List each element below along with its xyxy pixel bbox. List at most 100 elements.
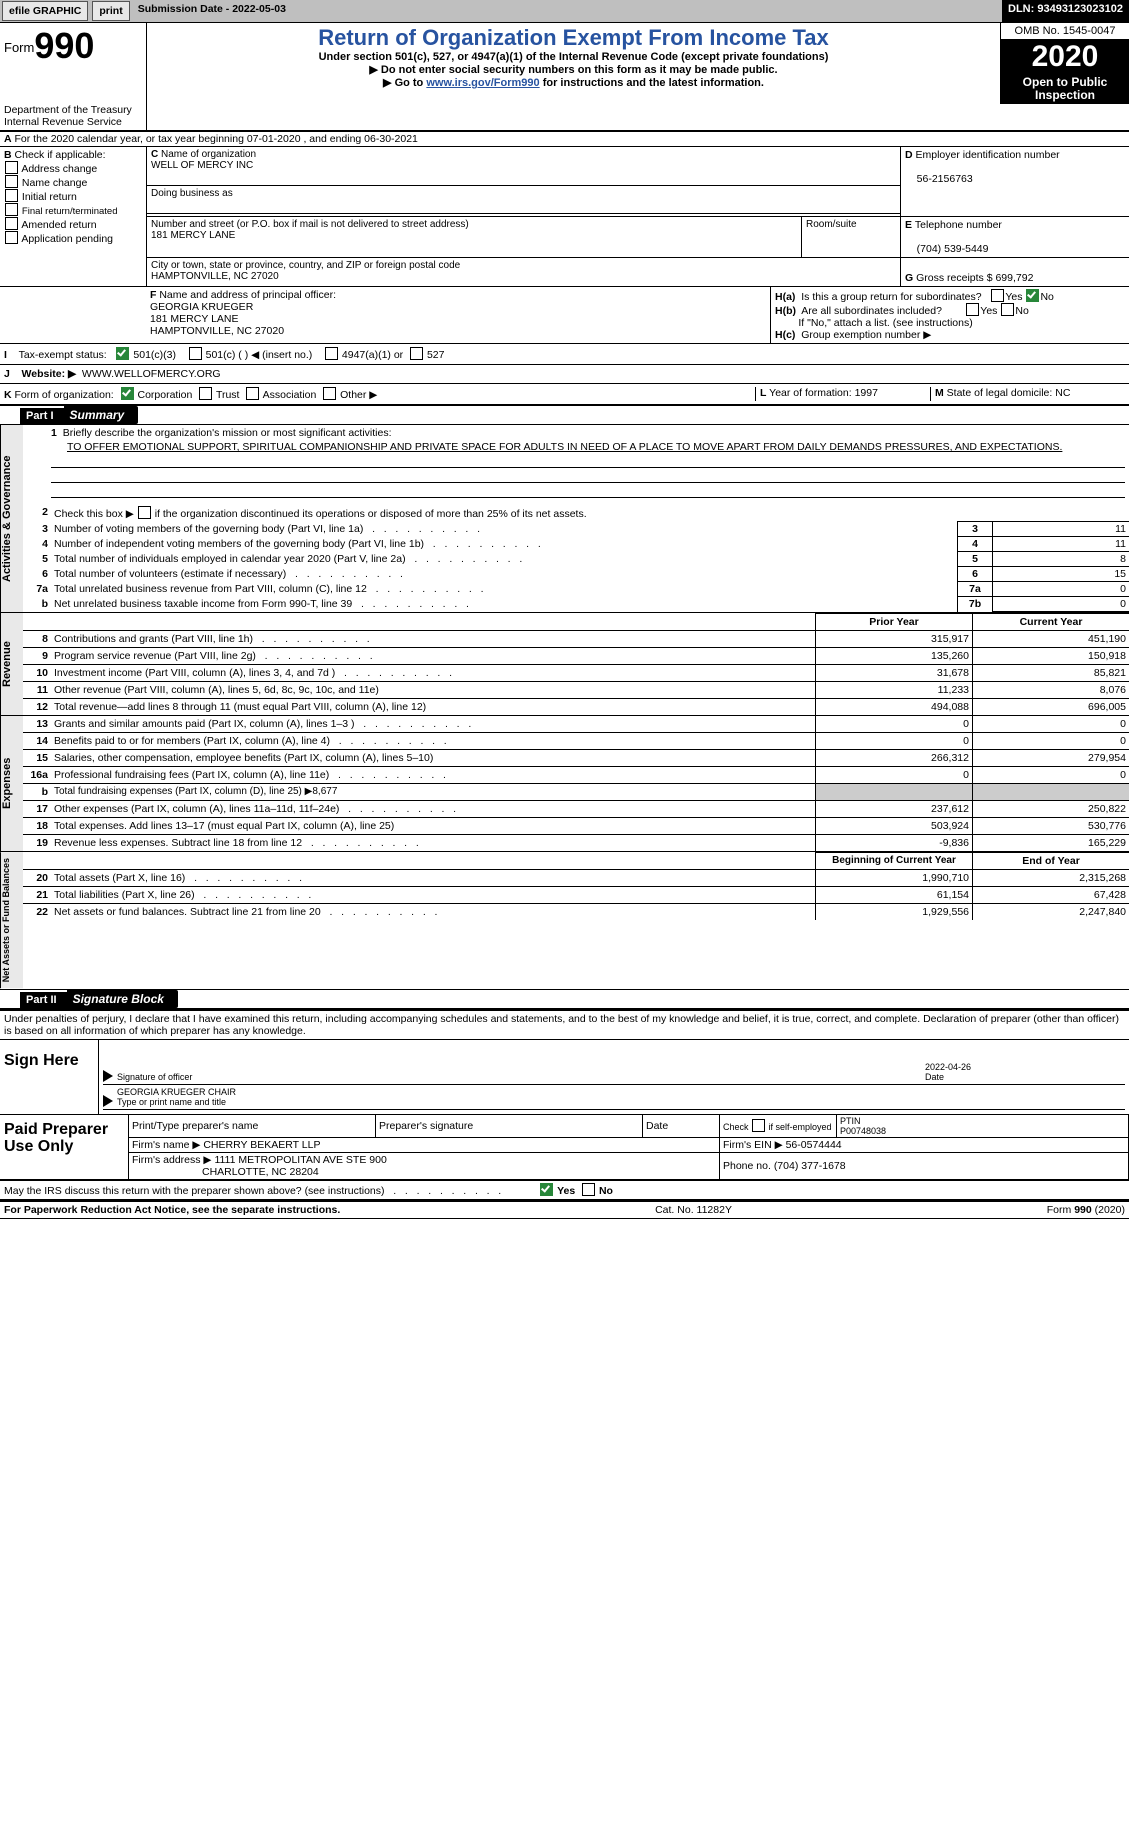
B-i4: Final return/terminated	[22, 206, 118, 217]
p1-13: Grants and similar amounts paid (Part IX…	[54, 718, 471, 730]
irs-link[interactable]: www.irs.gov/Form990	[426, 77, 539, 89]
cy-17: 250,822	[973, 801, 1129, 818]
line-A: A For the 2020 calendar year, or tax yea…	[0, 132, 1129, 147]
p1-20: Total assets (Part X, line 16)	[54, 872, 302, 884]
p1-11: Other revenue (Part VIII, column (A), li…	[54, 684, 379, 696]
G-label: Gross receipts $	[916, 272, 992, 284]
chk-4947[interactable]	[325, 347, 338, 360]
chk-name[interactable]	[5, 175, 18, 188]
dept-row: Department of the Treasury Internal Reve…	[0, 104, 1129, 132]
chk-amended[interactable]	[5, 217, 18, 230]
chk-self-employed[interactable]	[752, 1119, 765, 1132]
py-15: 266,312	[816, 750, 973, 767]
J-row: J Website: ▶ WWW.WELLOFMERCY.ORG	[0, 365, 1129, 384]
foot-right: Form 990 (2020)	[1047, 1204, 1125, 1216]
gross-cell: G Gross receipts $ 699,792	[901, 258, 1129, 286]
chk-Hb-no[interactable]	[1001, 303, 1014, 316]
cy-9: 150,918	[973, 648, 1129, 665]
form-label: Form	[4, 40, 34, 55]
py-12: 494,088	[816, 699, 973, 716]
print-button[interactable]: print	[92, 1, 129, 21]
cy-14: 0	[973, 733, 1129, 750]
chk-final[interactable]	[5, 203, 18, 216]
F-line2: 181 MERCY LANE	[150, 313, 239, 325]
line-A-text: For the 2020 calendar year, or tax year …	[15, 133, 418, 145]
block-BCDE: B Check if applicable: Address change Na…	[0, 147, 1129, 287]
discuss-row: May the IRS discuss this return with the…	[0, 1181, 1129, 1201]
p1-5: Total number of individuals employed in …	[54, 553, 522, 565]
L-label: Year of formation:	[769, 387, 852, 399]
boc-hdr: Beginning of Current Year	[816, 853, 973, 870]
FH-row: F Name and address of principal officer:…	[0, 287, 1129, 344]
p1-numtable: 2Check this box ▶ if the organization di…	[23, 505, 1129, 612]
arrow-icon	[103, 1095, 113, 1107]
sig-date-label: Date	[925, 1072, 944, 1082]
py-17: 237,612	[816, 801, 973, 818]
blank-line	[51, 454, 1125, 468]
goto-prefix: ▶ Go to	[383, 77, 426, 89]
py-9: 135,260	[816, 648, 973, 665]
sig-name: GEORGIA KRUEGER CHAIR	[117, 1087, 236, 1097]
chk-discuss-yes[interactable]	[540, 1183, 553, 1196]
omb-number: OMB No. 1545-0047	[1001, 23, 1129, 40]
sig-date-val: 2022-04-26	[925, 1062, 971, 1072]
Ha-text: Is this a group return for subordinates?	[801, 291, 981, 303]
cy-21: 67,428	[973, 887, 1129, 904]
chk-initial[interactable]	[5, 189, 18, 202]
tax-year: 2020	[1001, 40, 1129, 74]
p1-v7a: 0	[993, 582, 1129, 597]
I-c: 4947(a)(1) or	[342, 349, 403, 361]
netassets-table: Beginning of Current YearEnd of Year 20T…	[23, 852, 1129, 920]
form-page: efile GRAPHIC print Submission Date - 20…	[0, 0, 1129, 1219]
discuss-yes: Yes	[557, 1185, 575, 1197]
py-20: 1,990,710	[816, 870, 973, 887]
cy-20: 2,315,268	[973, 870, 1129, 887]
p1-14: Benefits paid to or for members (Part IX…	[54, 735, 447, 747]
B-i3: Initial return	[22, 191, 77, 203]
chk-501c[interactable]	[189, 347, 202, 360]
p1-21: Total liabilities (Part X, line 26)	[54, 889, 311, 901]
chk-Hb-yes[interactable]	[966, 303, 979, 316]
F-line3: HAMPTONVILLE, NC 27020	[150, 325, 284, 337]
Hb-no: No	[1015, 305, 1028, 317]
E-value: (704) 539-5449	[917, 243, 989, 255]
dept-2: Internal Revenue Service	[4, 116, 122, 128]
p1-15: Salaries, other compensation, employee b…	[54, 752, 433, 764]
open-line1: Open to Public	[1023, 75, 1108, 89]
K-label: Form of organization:	[15, 389, 114, 401]
chk-Ha-no[interactable]	[1026, 289, 1039, 302]
efile-graphic-button[interactable]: efile GRAPHIC	[2, 1, 88, 21]
C-addr-label: Number and street (or P.O. box if mail i…	[151, 219, 469, 230]
K-b: Trust	[216, 389, 240, 401]
chk-trust[interactable]	[199, 387, 212, 400]
chk-discontinued[interactable]	[138, 506, 151, 519]
phone-value: (704) 377-1678	[774, 1160, 846, 1172]
page-footer: For Paperwork Reduction Act Notice, see …	[0, 1201, 1129, 1219]
room-cell: Room/suite	[802, 217, 901, 257]
K-c: Association	[263, 389, 317, 401]
chk-assoc[interactable]	[246, 387, 259, 400]
chk-address[interactable]	[5, 161, 18, 174]
discuss-text: May the IRS discuss this return with the…	[4, 1185, 501, 1197]
cy-22: 2,247,840	[973, 904, 1129, 921]
chk-other[interactable]	[323, 387, 336, 400]
chk-Ha-yes[interactable]	[991, 289, 1004, 302]
p1-v7b: 0	[993, 597, 1129, 612]
title-cell: Return of Organization Exempt From Incom…	[147, 23, 1000, 104]
chk-501c3[interactable]	[116, 347, 129, 360]
expenses-table: 13Grants and similar amounts paid (Part …	[23, 716, 1129, 851]
I-label: Tax-exempt status:	[19, 349, 107, 361]
chk-corp[interactable]	[121, 387, 134, 400]
Hc-text: Group exemption number ▶	[801, 329, 931, 341]
sidebar-netassets: Net Assets or Fund Balances	[0, 852, 23, 988]
part1-hdr: Part ISummary	[0, 405, 1129, 425]
chk-527[interactable]	[410, 347, 423, 360]
chk-discuss-no[interactable]	[582, 1183, 595, 1196]
py-16b-shade	[816, 784, 973, 801]
J-value: WWW.WELLOFMERCY.ORG	[82, 368, 221, 380]
B-header: Check if applicable:	[15, 149, 106, 161]
preparer-table: Print/Type preparer's name Preparer's si…	[129, 1115, 1129, 1179]
py-16a: 0	[816, 767, 973, 784]
chk-pending[interactable]	[5, 231, 18, 244]
py-8: 315,917	[816, 631, 973, 648]
